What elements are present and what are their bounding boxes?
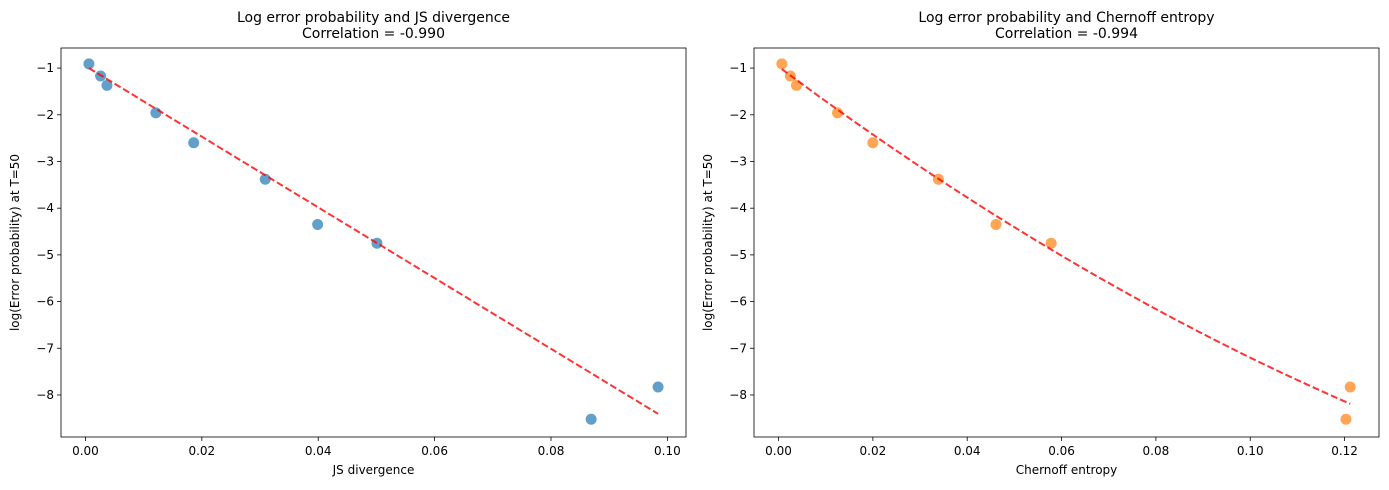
x-tick-label: 0.04 <box>305 444 332 458</box>
data-point <box>312 219 324 231</box>
data-point <box>776 58 788 70</box>
x-tick-label: 0.02 <box>188 444 215 458</box>
y-tick-label: −4 <box>36 201 54 215</box>
y-tick-label: −8 <box>36 388 54 402</box>
x-tick-label: 0.12 <box>1331 444 1358 458</box>
x-tick-label: 0.00 <box>765 444 792 458</box>
y-axis-label: log(Error probability) at T=50 <box>701 154 715 331</box>
data-point <box>1344 381 1356 393</box>
data-point <box>652 381 664 393</box>
chart-subtitle: Correlation = -0.990 <box>302 26 445 42</box>
chart-title: Log error probability and Chernoff entro… <box>918 10 1214 26</box>
y-axis-label: log(Error probability) at T=50 <box>8 154 22 331</box>
x-tick-label: 0.10 <box>654 444 681 458</box>
data-point <box>188 137 200 149</box>
data-point <box>101 79 113 91</box>
x-tick-label: 0.06 <box>1048 444 1075 458</box>
data-point <box>1340 413 1352 425</box>
x-tick-label: 0.04 <box>954 444 981 458</box>
data-point <box>83 58 95 70</box>
data-point <box>990 219 1002 231</box>
chart-title: Log error probability and JS divergence <box>237 10 510 26</box>
y-tick-label: −5 <box>36 248 54 262</box>
y-tick-label: −3 <box>36 154 54 168</box>
data-point <box>867 137 879 149</box>
y-tick-label: −7 <box>36 341 54 355</box>
data-point <box>371 237 383 249</box>
chart-subtitle: Correlation = -0.994 <box>995 26 1138 42</box>
y-tick-label: −2 <box>36 108 54 122</box>
x-tick-label: 0.00 <box>72 444 99 458</box>
y-tick-label: −1 <box>729 61 747 75</box>
fit-line <box>781 68 1351 405</box>
y-tick-label: −6 <box>729 295 747 309</box>
data-point <box>259 173 271 185</box>
x-tick-label: 0.02 <box>860 444 887 458</box>
y-tick-label: −4 <box>729 201 747 215</box>
y-tick-label: −1 <box>36 61 54 75</box>
data-point <box>1045 237 1057 249</box>
y-tick-label: −7 <box>729 341 747 355</box>
x-tick-label: 0.08 <box>1143 444 1170 458</box>
axes-frame <box>60 47 687 438</box>
y-tick-label: −5 <box>729 248 747 262</box>
data-point <box>585 413 597 425</box>
x-axis-label: Chernoff entropy <box>1016 463 1118 477</box>
x-tick-label: 0.08 <box>538 444 565 458</box>
y-tick-label: −2 <box>729 108 747 122</box>
y-tick-label: −3 <box>729 154 747 168</box>
y-tick-label: −8 <box>729 388 747 402</box>
x-axis-label: JS divergence <box>332 463 415 477</box>
y-tick-label: −6 <box>36 295 54 309</box>
axes-frame <box>753 47 1380 438</box>
chart-2: Log error probability and Chernoff entro… <box>701 10 1380 477</box>
data-point <box>831 107 843 119</box>
fit-line <box>88 67 659 415</box>
x-tick-label: 0.06 <box>421 444 448 458</box>
x-tick-label: 0.10 <box>1237 444 1264 458</box>
chart-1: Log error probability and JS divergenceC… <box>8 10 687 477</box>
data-point <box>150 107 162 119</box>
